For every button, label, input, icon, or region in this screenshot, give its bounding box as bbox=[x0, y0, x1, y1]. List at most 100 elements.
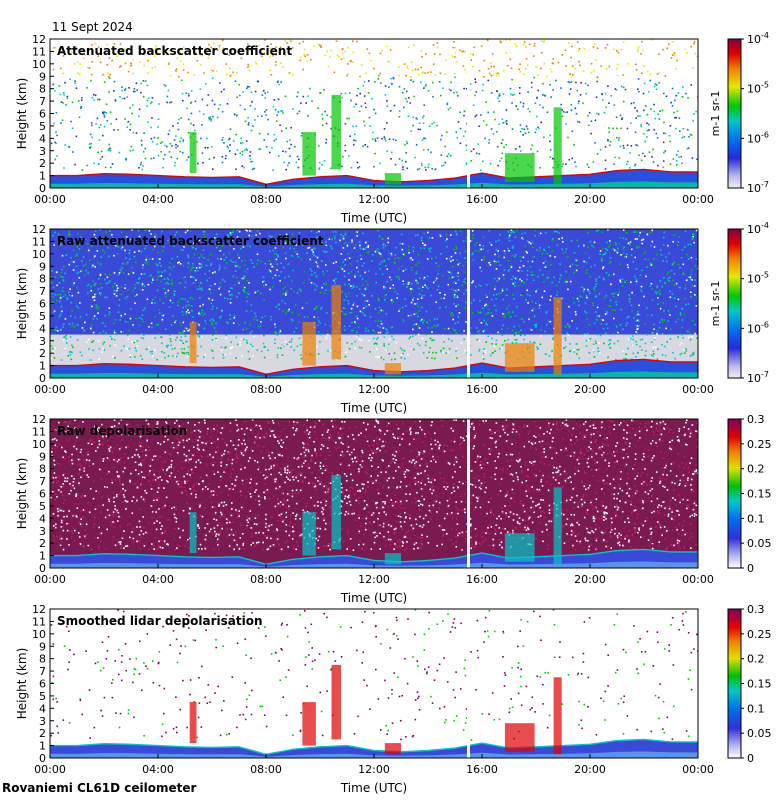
noise-pixel bbox=[72, 515, 74, 517]
noise-pixel bbox=[336, 54, 339, 57]
noise-pixel bbox=[209, 284, 212, 287]
noise-pixel bbox=[594, 296, 597, 298]
noise-pixel bbox=[222, 357, 225, 359]
noise-pixel bbox=[325, 264, 327, 266]
noise-pixel bbox=[268, 235, 271, 237]
noise-pixel bbox=[379, 326, 381, 329]
noise-pixel bbox=[407, 249, 410, 251]
noise-pixel bbox=[135, 350, 137, 352]
noise-pixel bbox=[227, 298, 229, 300]
noise-pixel bbox=[679, 353, 682, 356]
noise-pixel bbox=[582, 102, 584, 105]
noise-pixel bbox=[321, 511, 323, 513]
noise-pixel bbox=[145, 258, 147, 261]
noise-pixel bbox=[435, 301, 437, 303]
noise-pixel bbox=[487, 79, 490, 82]
noise-pixel bbox=[669, 314, 671, 316]
noise-pixel bbox=[274, 342, 276, 345]
noise-pixel bbox=[399, 257, 401, 260]
noise-pixel bbox=[616, 127, 618, 130]
noise-pixel bbox=[452, 486, 455, 489]
noise-pixel bbox=[526, 64, 529, 66]
noise-pixel bbox=[658, 118, 661, 120]
noise-pixel bbox=[170, 279, 173, 281]
noise-pixel bbox=[473, 299, 475, 301]
noise-pixel bbox=[485, 303, 487, 306]
noise-pixel bbox=[393, 261, 396, 264]
noise-pixel bbox=[678, 544, 680, 547]
noise-pixel bbox=[172, 125, 174, 127]
noise-pixel bbox=[255, 63, 258, 65]
noise-pixel bbox=[621, 117, 624, 119]
noise-pixel bbox=[430, 151, 432, 154]
noise-pixel bbox=[104, 314, 107, 317]
noise-pixel bbox=[248, 122, 250, 124]
noise-pixel bbox=[588, 166, 590, 168]
noise-pixel bbox=[423, 278, 425, 280]
noise-pixel bbox=[658, 512, 661, 514]
noise-pixel bbox=[226, 321, 228, 323]
noise-pixel bbox=[527, 108, 529, 110]
noise-pixel bbox=[412, 116, 415, 119]
noise-pixel bbox=[475, 242, 478, 244]
noise-pixel bbox=[478, 340, 481, 342]
noise-pixel bbox=[605, 545, 607, 548]
noise-pixel bbox=[295, 161, 298, 164]
noise-pixel bbox=[267, 133, 269, 135]
noise-pixel bbox=[221, 110, 224, 113]
noise-pixel bbox=[522, 102, 525, 105]
noise-pixel bbox=[182, 249, 184, 251]
noise-pixel bbox=[435, 351, 437, 354]
noise-pixel bbox=[512, 480, 515, 482]
noise-pixel bbox=[51, 293, 54, 295]
noise-pixel bbox=[287, 310, 290, 312]
noise-pixel bbox=[308, 436, 311, 439]
noise-pixel bbox=[613, 273, 615, 276]
noise-pixel bbox=[607, 229, 609, 231]
noise-pixel bbox=[76, 245, 79, 248]
noise-pixel bbox=[689, 354, 692, 357]
noise-pixel bbox=[352, 304, 355, 306]
noise-pixel bbox=[518, 145, 521, 148]
noise-pixel bbox=[454, 46, 457, 49]
noise-pixel bbox=[74, 82, 76, 85]
noise-pixel bbox=[164, 269, 166, 272]
noise-pixel bbox=[307, 114, 309, 117]
noise-pixel bbox=[439, 235, 442, 237]
noise-pixel bbox=[269, 270, 272, 272]
noise-pixel bbox=[211, 146, 213, 148]
noise-pixel bbox=[97, 312, 99, 314]
noise-pixel bbox=[404, 476, 406, 478]
noise-pixel bbox=[601, 259, 603, 261]
noise-pixel bbox=[295, 515, 297, 517]
noise-pixel bbox=[646, 474, 649, 476]
noise-pixel bbox=[232, 229, 235, 232]
noise-pixel bbox=[445, 234, 447, 236]
noise-pixel bbox=[633, 509, 636, 512]
noise-pixel bbox=[606, 249, 609, 251]
noise-pixel bbox=[92, 349, 95, 352]
noise-pixel bbox=[619, 281, 622, 283]
noise-pixel bbox=[141, 289, 144, 291]
noise-pixel bbox=[129, 129, 131, 131]
noise-pixel bbox=[115, 118, 118, 121]
noise-pixel bbox=[638, 527, 640, 529]
noise-pixel bbox=[626, 447, 628, 450]
noise-pixel bbox=[465, 481, 468, 484]
noise-pixel bbox=[119, 476, 121, 478]
noise-pixel bbox=[164, 292, 167, 294]
noise-pixel bbox=[541, 252, 544, 255]
noise-pixel bbox=[485, 321, 487, 324]
noise-pixel bbox=[546, 323, 548, 326]
noise-pixel bbox=[134, 455, 137, 457]
noise-pixel bbox=[527, 433, 530, 435]
noise-pixel bbox=[432, 44, 435, 46]
noise-pixel bbox=[670, 57, 673, 59]
noise-pixel bbox=[635, 340, 637, 343]
noise-pixel bbox=[393, 352, 396, 354]
noise-pixel bbox=[432, 351, 434, 354]
plot-area bbox=[50, 39, 698, 188]
noise-pixel bbox=[658, 440, 660, 442]
noise-pixel bbox=[615, 250, 617, 252]
noise-pixel bbox=[443, 450, 446, 453]
